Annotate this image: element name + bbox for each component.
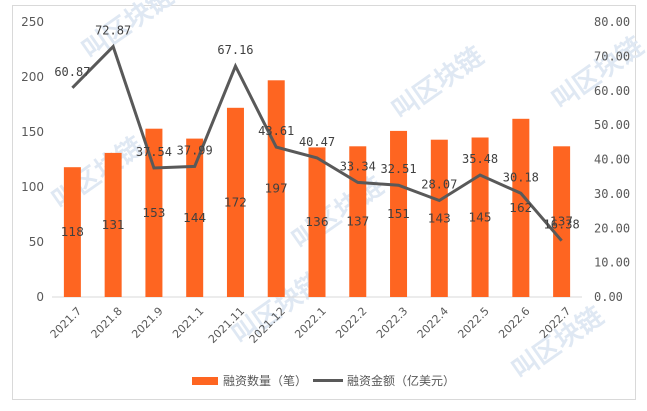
bar-value-label: 145 <box>469 210 492 224</box>
legend-label-amount: 融资金额（亿美元） <box>347 374 456 388</box>
line-value-label: 67.16 <box>217 43 253 57</box>
right-axis-tick: 20.00 <box>594 221 630 235</box>
line-value-label: 33.34 <box>340 159 376 173</box>
right-axis-tick: 10.00 <box>594 256 630 270</box>
bar <box>430 139 448 297</box>
right-axis-tick: 70.00 <box>594 49 630 63</box>
bar-value-label: 143 <box>428 211 451 225</box>
left-axis-tick: 50 <box>29 235 44 249</box>
bar <box>267 80 285 297</box>
line-value-label: 72.87 <box>95 24 131 38</box>
x-axis-tick: 2022.4 <box>415 305 451 341</box>
legend-bar-swatch-icon <box>191 376 218 385</box>
line-value-label: 16.38 <box>544 218 580 232</box>
bar-value-label: 153 <box>142 206 165 220</box>
bar <box>308 147 326 297</box>
left-axis-tick: 200 <box>21 70 44 84</box>
x-axis-tick: 2021.1 <box>170 305 206 341</box>
line-value-label: 35.48 <box>462 152 498 166</box>
x-axis-tick: 2022.2 <box>333 305 369 341</box>
x-axis-tick: 2021.8 <box>89 305 125 341</box>
line-series-amount <box>71 43 563 242</box>
bar-value-label: 144 <box>183 211 206 225</box>
bar-series-count <box>63 80 571 297</box>
x-axis-tick: 2021.9 <box>129 305 165 341</box>
watermark-text: 叫区块链 <box>386 41 489 126</box>
x-axis-tick: 2022.3 <box>374 305 410 341</box>
line-value-label: 30.18 <box>503 170 539 184</box>
x-axis-tick: 2022.5 <box>455 305 491 341</box>
bar <box>553 146 571 297</box>
bar <box>226 107 244 297</box>
bar-value-label: 118 <box>61 225 84 239</box>
bar <box>512 118 530 297</box>
line-data-labels: 60.87 72.87 37.54 37.99 67.16 43.61 40.47 33.34… <box>54 24 579 232</box>
right-axis-tick: 40.00 <box>594 153 630 167</box>
x-axis-labels: 2021.7 2021.8 2021.9 2021.1 2021.11 2021.12 20… <box>48 305 574 346</box>
bar <box>145 128 163 297</box>
right-axis-tick: 0.00 <box>594 290 623 304</box>
legend-item-count: 融资数量（笔） <box>191 372 307 389</box>
bar-value-label: 197 <box>265 182 288 196</box>
line-value-label: 32.51 <box>380 162 416 176</box>
line-value-label: 28.07 <box>421 178 457 192</box>
bar <box>186 138 204 297</box>
line-value-label: 37.99 <box>177 143 213 157</box>
right-axis-tick: 50.00 <box>594 118 630 132</box>
left-y-axis: 0 50 100 150 200 250 <box>21 15 44 304</box>
right-axis-tick: 60.00 <box>594 84 630 98</box>
amount-line <box>71 43 563 242</box>
bar-value-label: 137 <box>550 215 573 229</box>
right-y-axis: 0.00 10.00 20.00 30.00 40.00 50.00 60.00 70.00 8… <box>594 15 630 304</box>
bar-value-label: 137 <box>346 215 369 229</box>
right-axis-tick: 30.00 <box>594 187 630 201</box>
bar <box>63 167 81 297</box>
legend: 融资数量（笔） 融资金额（亿美元） <box>0 372 647 389</box>
bar-value-label: 151 <box>387 207 410 221</box>
legend-item-amount: 融资金额（亿美元） <box>313 372 455 389</box>
x-axis-tick: 2022.6 <box>496 305 532 341</box>
watermark-text: 叫区块链 <box>546 31 647 116</box>
bar-data-labels: 118 131 153 144 172 197 136 137 151 143 145 162 137 <box>61 182 573 239</box>
watermark-text: 叫区块链 <box>46 131 149 216</box>
left-axis-tick: 0 <box>36 290 44 304</box>
bar-value-label: 172 <box>224 195 247 209</box>
left-axis-tick: 250 <box>21 15 44 29</box>
left-axis-tick: 100 <box>21 180 44 194</box>
line-value-label: 60.87 <box>54 65 90 79</box>
bar-value-label: 162 <box>509 201 532 215</box>
left-axis-tick: 150 <box>21 125 44 139</box>
bar <box>104 152 122 297</box>
line-value-label: 40.47 <box>299 135 335 149</box>
bar <box>390 130 408 297</box>
legend-label-count: 融资数量（笔） <box>222 374 307 388</box>
right-axis-tick: 80.00 <box>594 15 630 29</box>
legend-line-swatch-icon <box>313 379 343 382</box>
line-value-label: 37.54 <box>136 145 172 159</box>
line-value-label: 43.61 <box>258 124 294 138</box>
bar-value-label: 131 <box>102 218 125 232</box>
x-axis-tick: 2021.7 <box>48 305 84 341</box>
bar-value-label: 136 <box>306 215 329 229</box>
